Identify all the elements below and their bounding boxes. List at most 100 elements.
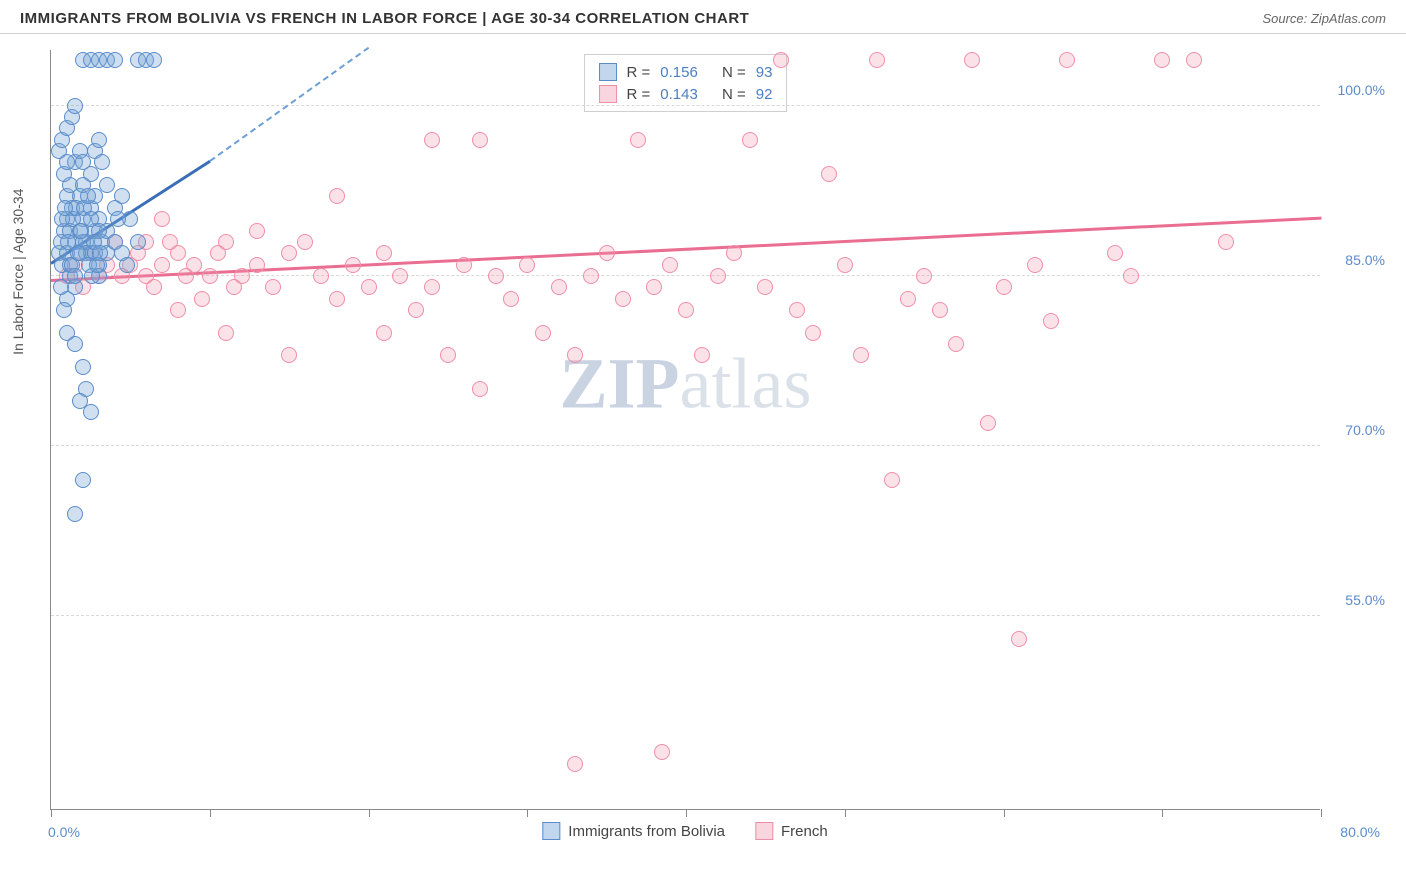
legend-stats-row-b: R = 0.143 N = 92	[599, 83, 773, 105]
data-point	[329, 188, 345, 204]
x-min-label: 0.0%	[48, 824, 80, 840]
data-point	[80, 188, 96, 204]
data-point	[535, 325, 551, 341]
x-tick	[369, 809, 370, 817]
plot-area: ZIPatlas R = 0.156 N = 93 R = 0.143 N = …	[50, 50, 1320, 810]
data-point	[218, 325, 234, 341]
data-point	[329, 291, 345, 307]
data-point	[218, 234, 234, 250]
data-point	[110, 211, 126, 227]
data-point	[99, 177, 115, 193]
n-label: N =	[722, 86, 746, 103]
swatch-b-icon	[755, 822, 773, 840]
data-point	[519, 257, 535, 273]
data-point	[297, 234, 313, 250]
data-point	[234, 268, 250, 284]
legend-stats-box: R = 0.156 N = 93 R = 0.143 N = 92	[584, 54, 788, 112]
x-max-label: 80.0%	[1340, 824, 1380, 840]
data-point	[194, 291, 210, 307]
legend-item-b: French	[755, 822, 828, 840]
x-tick	[51, 809, 52, 817]
data-point	[70, 245, 86, 261]
x-tick	[845, 809, 846, 817]
data-point	[67, 268, 83, 284]
data-point	[884, 472, 900, 488]
data-point	[170, 302, 186, 318]
data-point	[916, 268, 932, 284]
data-point	[376, 245, 392, 261]
x-tick	[1321, 809, 1322, 817]
data-point	[1043, 313, 1059, 329]
r-value-a: 0.156	[660, 64, 698, 81]
data-point	[202, 268, 218, 284]
data-point	[694, 347, 710, 363]
x-tick	[686, 809, 687, 817]
data-point	[551, 279, 567, 295]
swatch-b-icon	[599, 85, 617, 103]
data-point	[821, 166, 837, 182]
data-point	[91, 132, 107, 148]
grid-line	[51, 615, 1320, 616]
swatch-a-icon	[542, 822, 560, 840]
source-attribution: Source: ZipAtlas.com	[1262, 11, 1386, 26]
data-point	[67, 98, 83, 114]
data-point	[424, 279, 440, 295]
bottom-legend: Immigrants from Bolivia French	[542, 822, 827, 840]
data-point	[392, 268, 408, 284]
data-point	[119, 257, 135, 273]
data-point	[1027, 257, 1043, 273]
r-label: R =	[627, 86, 651, 103]
data-point	[67, 336, 83, 352]
y-tick-label: 55.0%	[1345, 592, 1385, 608]
data-point	[932, 302, 948, 318]
data-point	[773, 52, 789, 68]
data-point	[726, 245, 742, 261]
data-point	[440, 347, 456, 363]
data-point	[67, 506, 83, 522]
data-point	[92, 245, 108, 261]
data-point	[265, 279, 281, 295]
n-value-b: 92	[756, 86, 773, 103]
data-point	[94, 154, 110, 170]
x-tick	[1004, 809, 1005, 817]
data-point	[281, 245, 297, 261]
data-point	[710, 268, 726, 284]
data-point	[599, 245, 615, 261]
y-axis-title: In Labor Force | Age 30-34	[10, 189, 26, 355]
data-point	[1059, 52, 1075, 68]
data-point	[900, 291, 916, 307]
data-point	[630, 132, 646, 148]
x-tick	[527, 809, 528, 817]
data-point	[1186, 52, 1202, 68]
data-point	[503, 291, 519, 307]
y-tick-label: 100.0%	[1338, 82, 1385, 98]
data-point	[567, 756, 583, 772]
data-point	[75, 359, 91, 375]
data-point	[654, 744, 670, 760]
data-point	[56, 302, 72, 318]
data-point	[57, 200, 73, 216]
data-point	[456, 257, 472, 273]
data-point	[567, 347, 583, 363]
data-point	[805, 325, 821, 341]
data-point	[361, 279, 377, 295]
x-tick	[210, 809, 211, 817]
data-point	[853, 347, 869, 363]
source-prefix: Source:	[1262, 11, 1310, 26]
swatch-a-icon	[599, 63, 617, 81]
data-point	[146, 279, 162, 295]
data-point	[186, 257, 202, 273]
n-value-a: 93	[756, 64, 773, 81]
data-point	[678, 302, 694, 318]
x-tick	[1162, 809, 1163, 817]
data-point	[646, 279, 662, 295]
data-point	[154, 257, 170, 273]
data-point	[59, 154, 75, 170]
data-point	[107, 52, 123, 68]
data-point	[1107, 245, 1123, 261]
data-point	[376, 325, 392, 341]
data-point	[948, 336, 964, 352]
source-name: ZipAtlas.com	[1311, 11, 1386, 26]
data-point	[1218, 234, 1234, 250]
data-point	[114, 188, 130, 204]
